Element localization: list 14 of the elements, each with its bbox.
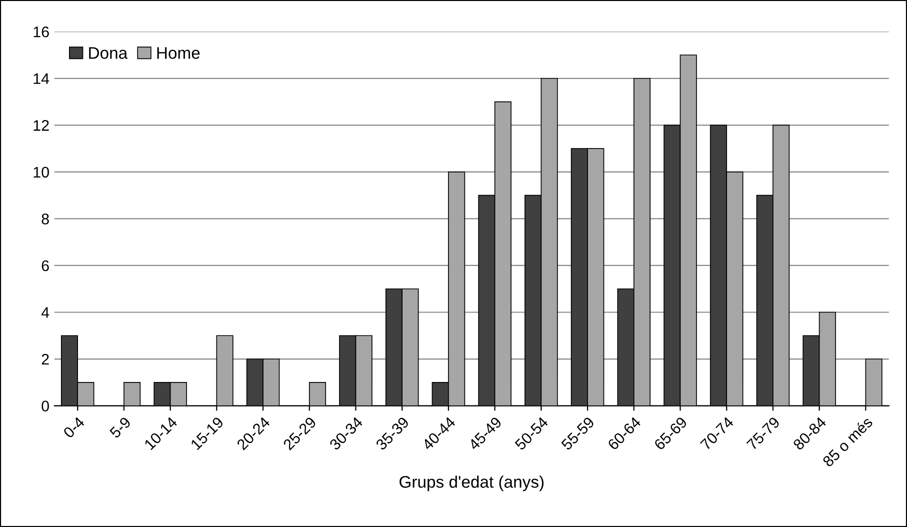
y-tick-label: 10 [34,166,49,178]
x-axis-title: Grups d'edat (anys) [400,476,544,492]
y-tick-label: 0 [42,400,49,412]
x-tick-label: 5-9 [109,416,132,439]
legend-label: Dona [89,47,128,59]
y-tick-label: 12 [34,120,49,131]
legend-label: Home [157,47,200,59]
y-tick-label: 2 [42,354,49,365]
y-tick-label: 16 [34,26,49,38]
y-tick-label: 4 [41,307,50,318]
y-tick-label: 6 [42,260,49,272]
x-tick-label: 0-4 [62,416,86,439]
y-tick-label: 8 [42,214,49,224]
y-tick-label: 14 [34,73,50,84]
